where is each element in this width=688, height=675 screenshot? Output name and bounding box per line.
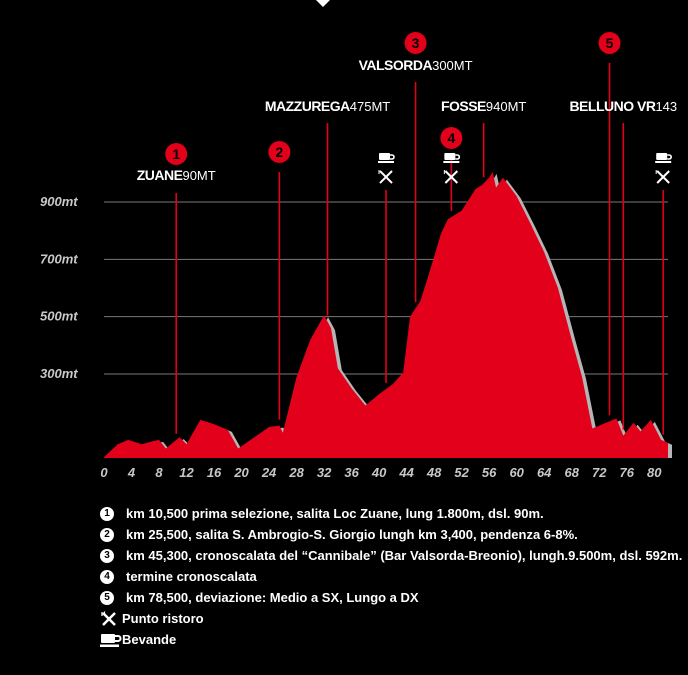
marker-badge [404,32,427,54]
marker-badge [165,143,188,165]
fork-knife-icon [443,170,459,184]
marker-number: 5 [606,35,614,51]
x-tick-label: 0 [100,465,108,480]
marker-number: 1 [172,146,180,162]
x-axis-labels: 0 4 8 12 16 20 24 28 32 36 40 44 48 52 56 60 64 68 72 76 80 [100,465,662,480]
legend: 1 km 10,500 prima selezione, salita Loc Z… [100,503,682,650]
marker-altitude: 940MT [486,99,527,114]
x-tick-label: 60 [509,465,524,480]
coffee-cup-icon [100,632,122,648]
x-tick-label: 68 [564,465,579,480]
marker-place-name: VALSORDA [359,57,433,73]
marker-place-name: FOSSE [441,98,486,114]
fork-knife-icon [100,611,122,627]
x-axis-band [94,458,678,488]
marker-altitude: 90MT [182,168,215,183]
x-tick-label: 16 [207,465,222,480]
fork-knife-icon [655,170,670,184]
legend-item: 3 km 45,300, cronoscalata del “Cannibale”… [100,545,682,566]
coffee-cup-icon [378,153,395,163]
x-tick-label: 52 [454,465,469,480]
coffee-cup-icon [443,153,461,163]
legend-item: 5 km 78,500, deviazione: Medio a SX, Lung… [100,587,682,608]
marker-place-name: BELLUNO VR [569,98,655,114]
x-tick-label: 80 [647,465,662,480]
legend-number-badge: 5 [100,590,114,605]
marker-badge [440,127,463,149]
legend-text: km 25,500, salita S. Ambrogio-S. Giorgio… [126,527,578,542]
marker-altitude: 475MT [350,99,391,114]
y-tick-label: 900mt [40,194,78,209]
fork-knife-icon [378,170,393,184]
legend-item: 2 km 25,500, salita S. Ambrogio-S. Giorgi… [100,524,682,545]
y-tick-label: 700mt [40,251,78,266]
marker-place-name: ZUANE [137,167,183,183]
x-tick-label: 32 [317,465,332,480]
x-tick-label: 76 [619,465,634,480]
x-tick-label: 20 [233,465,249,480]
legend-number-badge: 3 [100,548,114,563]
marker-badge [598,32,621,54]
marker-label: BELLUNO VR143 [569,98,677,114]
y-tick-label: 500mt [40,309,78,324]
legend-text: km 10,500 prima selezione, salita Loc Zu… [126,506,544,521]
legend-ristoro-label: Punto ristoro [122,611,204,626]
legend-number-badge: 4 [100,569,114,584]
marker-label: MAZZUREGA475MT [265,98,390,114]
marker-number: 4 [447,130,455,146]
marker-number: 2 [275,144,283,160]
marker-altitude: 300MT [432,58,473,73]
x-tick-label: 36 [344,465,359,480]
x-tick-label: 44 [398,465,414,480]
legend-text: km 45,300, cronoscalata del “Cannibale” … [126,548,683,563]
profile-area [104,171,668,458]
marker-label: VALSORDA300MT [359,57,473,73]
x-tick-label: 28 [288,465,304,480]
x-tick-label: 48 [426,465,442,480]
x-tick-label: 56 [482,465,497,480]
marker-badge [268,141,291,163]
top-pointer [316,0,330,7]
legend-item: 4 termine cronoscalata [100,566,682,587]
x-tick-label: 4 [127,465,136,480]
marker-number: 3 [412,35,420,51]
legend-item-ristoro: Punto ristoro [100,608,682,629]
legend-number-badge: 2 [100,527,114,542]
marker-label: FOSSE940MT [441,98,526,114]
legend-items: 1 km 10,500 prima selezione, salita Loc Z… [100,503,682,608]
legend-text: termine cronoscalata [126,569,257,584]
x-tick-label: 8 [155,465,163,480]
legend-bevande-label: Bevande [122,632,177,647]
x-tick-label: 40 [371,465,387,480]
x-tick-label: 24 [261,465,277,480]
y-axis-labels: 300mt 500mt 700mt 900mt [40,194,78,381]
marker-label: ZUANE90MT [137,167,216,183]
legend-number-badge: 1 [100,506,114,521]
legend-text: km 78,500, deviazione: Medio a SX, Lungo… [126,590,419,605]
point-markers: 1 ZUANE90MT 2 MAZZUREGA475MT 3 VALSORDA300MT 4… [137,32,677,435]
coffee-cup-icon [655,153,672,163]
marker-altitude: 143 [655,99,677,114]
x-tick-label: 12 [179,465,194,480]
x-tick-label: 64 [537,465,552,480]
marker-place-name: MAZZUREGA [265,98,350,114]
legend-item: 1 km 10,500 prima selezione, salita Loc Z… [100,503,682,524]
y-tick-label: 300mt [40,366,78,381]
legend-item-bevande: Bevande [100,629,682,650]
x-tick-label: 72 [592,465,607,480]
